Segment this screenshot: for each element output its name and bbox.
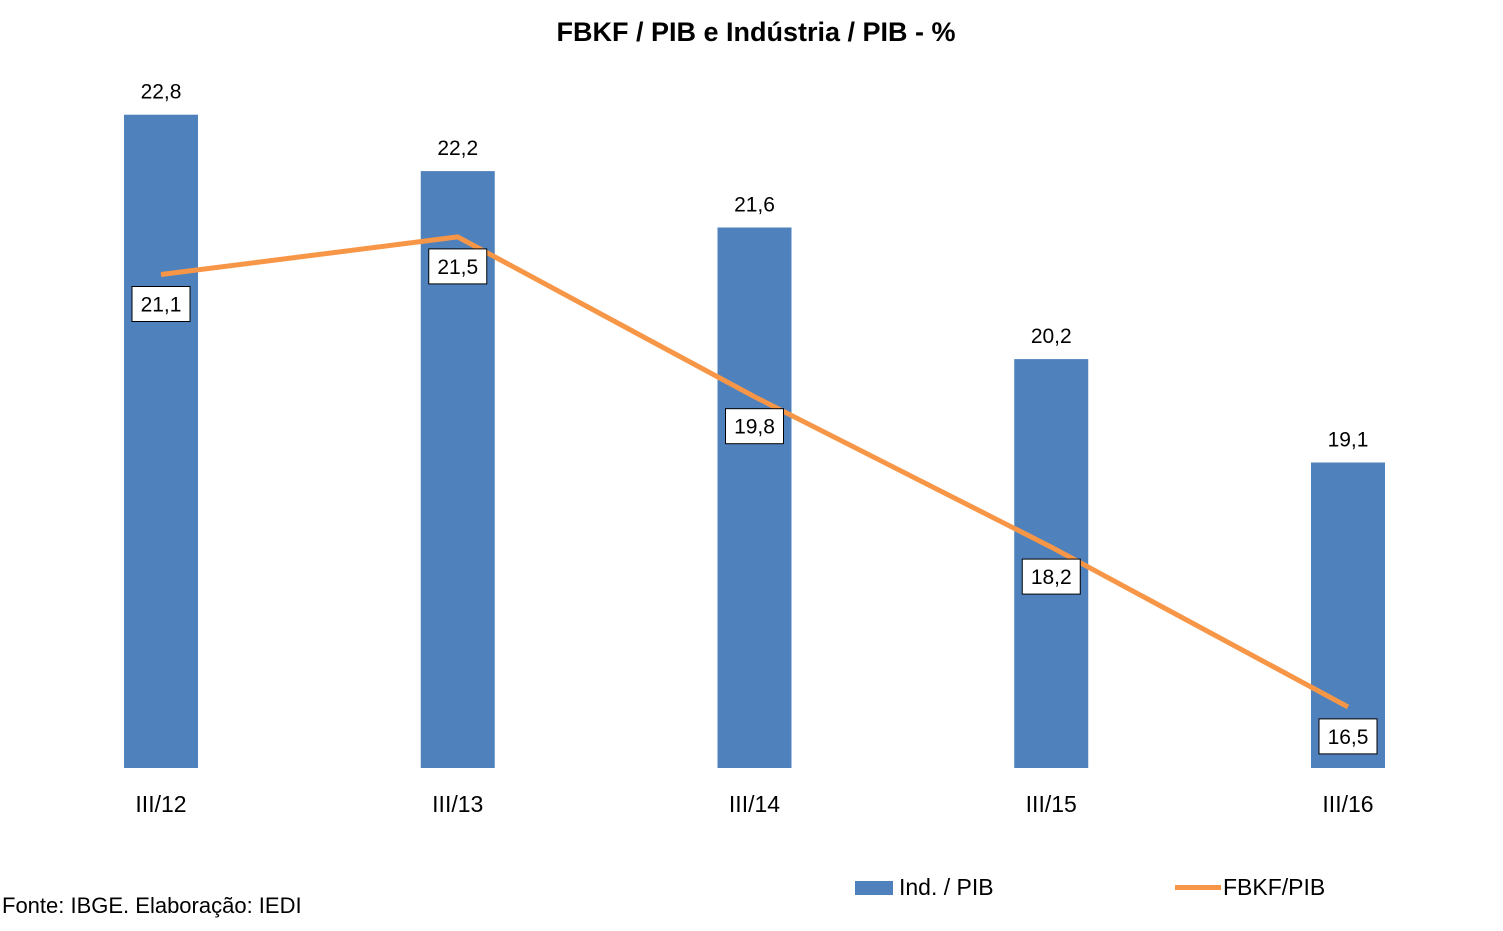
x-tick-label: III/14: [729, 791, 780, 817]
x-tick-label: III/15: [1026, 791, 1077, 817]
bar: [1311, 462, 1385, 768]
legend-label: Ind. / PIB: [899, 874, 994, 900]
line-value-box: [725, 408, 784, 445]
chart-title: FBKF / PIB e Indústria / PIB - %: [556, 17, 955, 47]
x-tick-label: III/16: [1322, 791, 1373, 817]
bar: [124, 114, 198, 768]
bar-value-label: 22,8: [141, 81, 182, 104]
line-value-box: [428, 248, 488, 285]
line-series: [160, 234, 1350, 710]
legend-label: FBKF/PIB: [1223, 874, 1326, 900]
line-value-label: 21,1: [141, 294, 182, 317]
bar-value-label: 19,1: [1328, 429, 1369, 452]
legend-item-line: FBKF/PIB: [1175, 874, 1325, 901]
legend-swatch-line: [1175, 885, 1221, 890]
line-value-label: 21,5: [437, 256, 478, 279]
line-value-box: [131, 286, 191, 322]
line-value-label: 18,2: [1031, 566, 1072, 589]
line-value-label: 19,8: [734, 416, 775, 439]
bar-value-label: 21,6: [734, 194, 775, 217]
bar-value-label: 22,2: [437, 137, 478, 160]
line-value-label: 16,5: [1328, 726, 1369, 749]
line-value-box: [1318, 718, 1378, 755]
legend-swatch-bar: [855, 880, 893, 895]
line-value-box: [1021, 558, 1081, 595]
source-note: Fonte: IBGE. Elaboração: IEDI: [2, 893, 302, 918]
x-tick-label: III/12: [135, 791, 186, 817]
bar: [717, 227, 792, 768]
bar-value-label: 20,2: [1031, 325, 1072, 348]
legend-item-bar: Ind. / PIB: [855, 874, 994, 901]
x-tick-label: III/13: [432, 791, 483, 817]
